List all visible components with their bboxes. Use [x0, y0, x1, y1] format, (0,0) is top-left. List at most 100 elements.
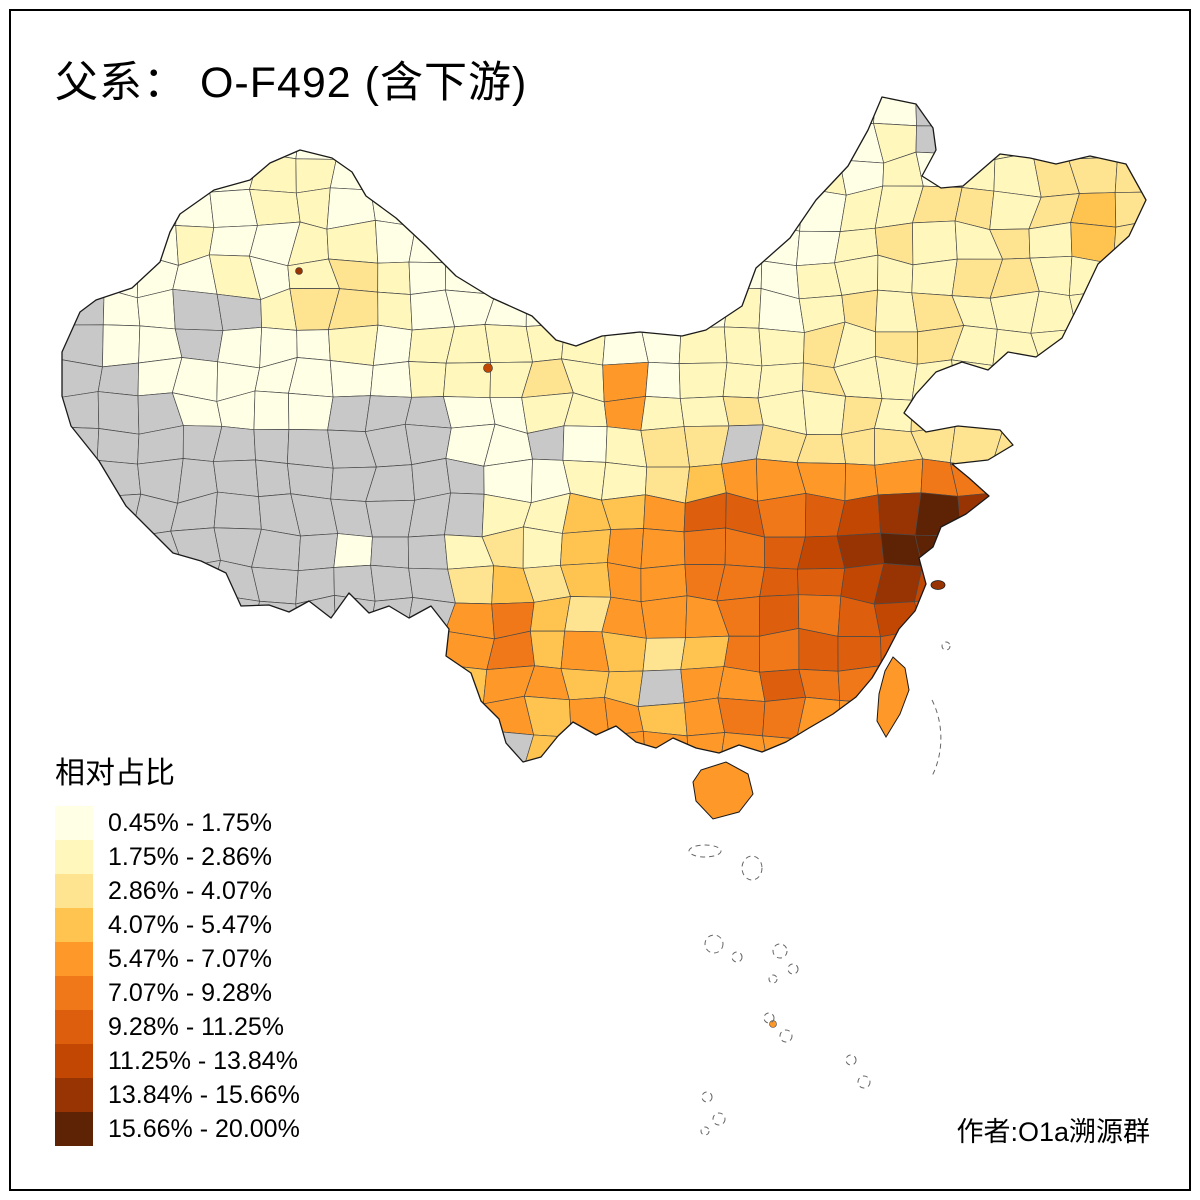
map-cell	[878, 733, 915, 762]
map-cell	[288, 392, 334, 431]
map-cell	[213, 459, 259, 497]
map-cell	[802, 157, 847, 196]
map-cell	[560, 529, 612, 566]
map-cell	[253, 390, 290, 431]
map-cell	[255, 459, 292, 497]
map-cell	[640, 528, 686, 569]
map-cell	[959, 153, 996, 192]
map-cell	[1032, 152, 1080, 198]
legend-swatch	[55, 1078, 93, 1112]
map-cell	[1075, 327, 1111, 366]
map-cell	[993, 564, 1041, 606]
map-cell	[249, 188, 301, 226]
map-cell	[523, 219, 568, 260]
map-cell	[606, 528, 644, 569]
legend-swatch	[55, 908, 93, 942]
map-cell	[174, 593, 213, 635]
map-cell	[716, 156, 765, 198]
map-cell	[407, 534, 449, 570]
map-cell	[62, 564, 99, 604]
map-cell	[1077, 598, 1121, 631]
map-cell	[370, 661, 412, 703]
map-cell	[62, 154, 100, 194]
map-cell	[951, 359, 994, 402]
legend-label: 15.66% - 20.00%	[108, 1114, 300, 1143]
map-cell	[954, 391, 1004, 430]
map-cell	[722, 362, 763, 399]
map-cell	[444, 730, 494, 762]
map-cell	[1029, 666, 1072, 700]
map-cell	[329, 696, 377, 738]
map-cell	[136, 701, 183, 738]
map-cell	[959, 119, 996, 160]
legend-row: 7.07% - 9.28%	[55, 976, 300, 1010]
map-cell	[1032, 124, 1076, 160]
map-cell	[97, 593, 144, 637]
map-cell	[949, 424, 1004, 470]
map-cell	[1028, 497, 1076, 536]
legend-row: 13.84% - 15.66%	[55, 1078, 300, 1112]
legend-row: 1.75% - 2.86%	[55, 840, 300, 874]
map-cell	[759, 628, 800, 673]
map-cell	[93, 125, 143, 159]
map-cell	[213, 491, 262, 530]
legend-label: 4.07% - 5.47%	[108, 910, 272, 939]
map-cell	[94, 222, 139, 260]
map-cell	[1073, 425, 1115, 468]
map-cell	[990, 357, 1040, 400]
map-cell	[405, 630, 447, 666]
map-cell	[1114, 666, 1146, 707]
map-cell	[1035, 425, 1078, 468]
map-cell	[376, 736, 411, 762]
map-cell	[1114, 630, 1146, 671]
map-cell	[296, 696, 331, 738]
map-cell	[607, 228, 650, 264]
map-cell	[174, 328, 224, 363]
map-cell	[445, 222, 495, 264]
map-cell	[921, 629, 957, 669]
map-cell	[912, 701, 961, 743]
map-cell	[797, 535, 846, 570]
map-cell	[335, 118, 377, 164]
map-cell	[135, 593, 177, 637]
map-cell	[757, 493, 807, 538]
map-cell	[1028, 222, 1073, 259]
south-china-sea-dashed-islets	[688, 641, 951, 1136]
map-cell	[365, 499, 415, 538]
map-cell	[799, 187, 847, 232]
map-cell	[171, 628, 214, 675]
map-cell	[562, 425, 608, 463]
map-cell	[1113, 459, 1146, 502]
map-cell	[875, 289, 918, 333]
map-cell	[62, 186, 99, 231]
map-cell	[135, 628, 176, 675]
map-cell	[327, 665, 373, 703]
map-cell	[1069, 666, 1117, 707]
map-cell	[327, 627, 372, 668]
map-cell	[1074, 562, 1121, 606]
map-cell	[1068, 128, 1118, 160]
map-cell	[175, 191, 215, 228]
legend-swatch	[55, 1112, 93, 1146]
map-cell	[1074, 97, 1114, 130]
map-cell	[950, 97, 1003, 127]
map-cell	[716, 125, 769, 163]
map-cell	[873, 97, 917, 127]
map-cell	[1106, 327, 1146, 366]
map-cell	[96, 460, 142, 498]
map-cell	[679, 396, 730, 427]
map-cell	[1066, 361, 1108, 394]
legend-title: 相对占比	[55, 757, 175, 790]
map-cell	[560, 668, 610, 701]
map-cell	[598, 186, 650, 232]
china-outline	[61, 96, 1147, 763]
map-cell	[333, 533, 373, 568]
map-cell	[997, 631, 1037, 668]
map-cell	[289, 628, 336, 667]
legend-swatch	[55, 942, 93, 976]
map-cell	[990, 391, 1040, 432]
map-cell	[722, 396, 764, 427]
region-taiwan	[876, 656, 910, 738]
map-cell	[329, 360, 374, 398]
map-cell	[716, 191, 765, 227]
